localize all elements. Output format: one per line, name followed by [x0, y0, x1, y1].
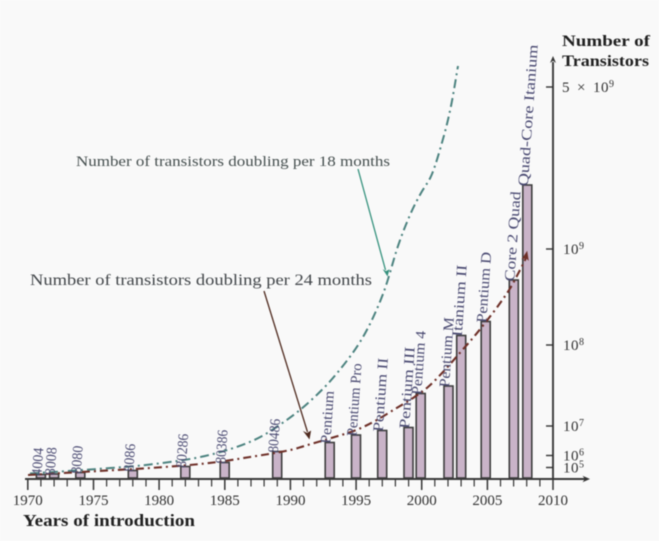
- svg-text:Pentium Pro: Pentium Pro: [345, 363, 366, 437]
- svg-text:Pentium D: Pentium D: [474, 251, 495, 323]
- svg-text:Pentium M: Pentium M: [437, 317, 458, 388]
- svg-text:80486: 80486: [266, 418, 284, 453]
- svg-text:1980: 1980: [144, 493, 174, 509]
- svg-text:Years of introduction: Years of introduction: [23, 511, 196, 530]
- svg-text:8086: 8086: [121, 443, 139, 472]
- svg-text:105: 105: [563, 460, 585, 477]
- svg-text:4004: 4004: [29, 447, 47, 477]
- svg-text:Number of transistors doubling: Number of transistors doubling per 18 mo…: [76, 154, 390, 170]
- svg-text:Pentium 4: Pentium 4: [409, 330, 429, 396]
- svg-text:Core 2 Quad: Core 2 Quad: [502, 190, 524, 282]
- svg-text:Number of: Number of: [562, 33, 651, 50]
- svg-text:107: 107: [563, 418, 585, 435]
- svg-text:1995: 1995: [341, 493, 371, 509]
- svg-text:8008: 8008: [43, 447, 61, 476]
- svg-text:Itanium II: Itanium II: [450, 264, 471, 337]
- svg-text:Pentium II: Pentium II: [371, 357, 392, 432]
- svg-text:109: 109: [563, 241, 585, 258]
- svg-text:2000: 2000: [407, 493, 437, 509]
- svg-text:1975: 1975: [79, 493, 109, 509]
- svg-text:2005: 2005: [472, 493, 502, 509]
- svg-text:Transistors: Transistors: [562, 53, 649, 70]
- svg-text:1970: 1970: [13, 493, 43, 509]
- svg-text:108: 108: [563, 337, 585, 354]
- svg-text:106: 106: [563, 448, 585, 465]
- svg-text:Number of transistors doubling: Number of transistors doubling per 24 mo…: [30, 272, 372, 289]
- svg-text:80286: 80286: [174, 433, 192, 468]
- svg-text:2010: 2010: [538, 493, 568, 509]
- svg-text:Pentium III: Pentium III: [397, 346, 419, 429]
- svg-text:1990: 1990: [276, 493, 306, 509]
- svg-text:1985: 1985: [210, 493, 240, 509]
- svg-text:80386: 80386: [213, 429, 231, 464]
- svg-text:8080: 8080: [69, 445, 87, 474]
- svg-text:Pentium: Pentium: [318, 390, 338, 445]
